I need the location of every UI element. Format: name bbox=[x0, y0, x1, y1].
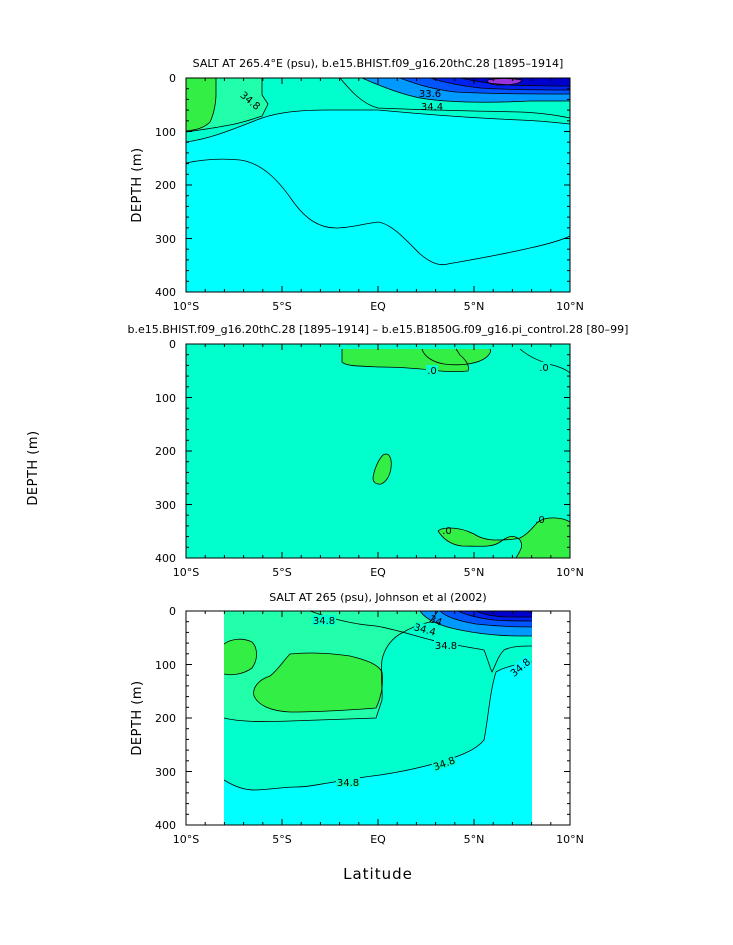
panel-2-ytick-400: 400 bbox=[155, 552, 176, 565]
panel-3-contour-max-2 bbox=[224, 638, 257, 676]
panel-2-ticks bbox=[185, 343, 571, 559]
panel-2-xtick-10S: 10°S bbox=[173, 566, 199, 579]
panel-2-positive-deep bbox=[438, 517, 570, 558]
panel-1-fresh-core bbox=[487, 78, 522, 85]
panel-3-xtick-10S: 10°S bbox=[173, 833, 199, 846]
panel-3-contour-max-1 bbox=[253, 652, 383, 713]
panel-3-contour-label-7: 34.8 bbox=[337, 778, 359, 789]
panel-1-ytick-400: 400 bbox=[155, 286, 176, 299]
panel-1-contour-north-4 bbox=[429, 78, 570, 91]
panel-3-xtick-5N: 5°N bbox=[464, 833, 485, 846]
panel-2-xtick-EQ: EQ bbox=[370, 566, 386, 579]
panel-2-ylabel: DEPTH (m) bbox=[26, 430, 41, 505]
panel-3-ticks bbox=[185, 610, 571, 826]
panel-2-xtick-5N: 5°N bbox=[464, 566, 485, 579]
panel-1-contour-label-344: 34.4 bbox=[421, 102, 443, 113]
panel-3: SALT AT 265 (psu), Johnson et al (2002) bbox=[130, 591, 584, 883]
panel-3-ytick-300: 300 bbox=[155, 766, 176, 779]
panel-3-contour-label-3: 34 bbox=[428, 614, 444, 629]
panel-3-contour-lower bbox=[224, 661, 532, 791]
panel-2-ytick-200: 200 bbox=[155, 445, 176, 458]
panel-3-ytick-100: 100 bbox=[155, 659, 176, 672]
panel-3-contour-thermo-1 bbox=[309, 611, 532, 673]
panel-1-contour-north-5 bbox=[459, 78, 570, 87]
panel-1: SALT AT 265.4°E (psu), b.e15.BHIST.f09_g… bbox=[130, 57, 584, 313]
panel-1-contour-north-3 bbox=[399, 78, 570, 95]
panel-2-title: b.e15.BHIST.f09_g16.20thC.28 [1895–1914]… bbox=[128, 323, 629, 336]
panel-1-contour-south-b bbox=[186, 78, 217, 132]
panel-2-contour-label-a: .0 bbox=[427, 366, 437, 377]
panel-2-contour-6 bbox=[437, 517, 570, 541]
panel-3-salinity-max-1 bbox=[253, 652, 383, 712]
panel-3-contour-thermo-4 bbox=[457, 611, 532, 622]
panel-2-ytick-0: 0 bbox=[169, 338, 176, 351]
panel-1-ytick-200: 200 bbox=[155, 179, 176, 192]
panel-3-salinity-max-2 bbox=[224, 639, 257, 675]
panel-2-contour-2 bbox=[421, 348, 491, 366]
panel-3-contour-label-4: 34.8 bbox=[435, 641, 457, 652]
panel-2-contour-4 bbox=[372, 453, 392, 485]
panel-3-fresh-layer-4 bbox=[476, 611, 532, 617]
panel-2-contour-3 bbox=[519, 348, 570, 374]
panel-1-contour-south-a bbox=[186, 78, 269, 133]
panel-1-xtick-10N: 10°N bbox=[556, 300, 584, 313]
panel-1-contour-label-336: 33.6 bbox=[419, 89, 441, 100]
panel-3-contour-thermo-3 bbox=[439, 611, 532, 628]
panel-2-background-fill bbox=[186, 344, 570, 558]
panel-3-xtick-EQ: EQ bbox=[370, 833, 386, 846]
panel-1-title: SALT AT 265.4°E (psu), b.e15.BHIST.f09_g… bbox=[193, 57, 564, 70]
panel-3-xtick-5S: 5°S bbox=[272, 833, 291, 846]
panel-1-xtick-5N: 5°N bbox=[464, 300, 485, 313]
panel-3-ytick-200: 200 bbox=[155, 712, 176, 725]
panel-1-ytick-100: 100 bbox=[155, 126, 176, 139]
panel-1-ylabel: DEPTH (m) bbox=[130, 147, 145, 222]
panel-1-contour-north-2 bbox=[361, 78, 570, 103]
panel-2-ytick-300: 300 bbox=[155, 499, 176, 512]
panel-1-salinity-max bbox=[186, 78, 216, 131]
panel-3-contour-thermo-5 bbox=[475, 611, 532, 618]
panel-3-ylabel: DEPTH (m) bbox=[130, 680, 145, 755]
panel-2-contour-5 bbox=[437, 530, 523, 558]
panel-2-positive-surface-2 bbox=[422, 349, 491, 365]
panel-1-ytick-0: 0 bbox=[169, 72, 176, 85]
panel-1-contour-surface bbox=[186, 109, 570, 143]
panel-3-xlabel: Latitude bbox=[343, 865, 413, 883]
panel-1-ytick-300: 300 bbox=[155, 233, 176, 246]
panel-1-xtick-EQ: EQ bbox=[370, 300, 386, 313]
panel-3-ytick-400: 400 bbox=[155, 819, 176, 832]
panel-1-contour-deep bbox=[186, 158, 570, 266]
panel-1-xtick-10S: 10°S bbox=[173, 300, 199, 313]
panel-2: b.e15.BHIST.f09_g16.20thC.28 [1895–1914]… bbox=[26, 323, 628, 579]
panel-3-contour-thermo-2 bbox=[419, 611, 532, 637]
panel-1-ticks bbox=[185, 77, 571, 293]
panel-3-title: SALT AT 265 (psu), Johnson et al (2002) bbox=[269, 591, 486, 604]
panel-2-xtick-5S: 5°S bbox=[272, 566, 291, 579]
panel-2-xtick-10N: 10°N bbox=[556, 566, 584, 579]
panel-3-contour-label-1: 34.8 bbox=[313, 616, 335, 627]
panel-1-contour-north-1 bbox=[339, 78, 570, 119]
panel-3-ytick-0: 0 bbox=[169, 605, 176, 618]
panel-2-contour-label-b: .0 bbox=[539, 363, 549, 374]
panel-2-ytick-100: 100 bbox=[155, 392, 176, 405]
panel-1-xtick-5S: 5°S bbox=[272, 300, 291, 313]
panel-2-contour-label-c: .0 bbox=[442, 526, 452, 537]
panel-2-positive-eq bbox=[373, 454, 392, 485]
panel-2-contour-label-d: .0 bbox=[535, 515, 545, 526]
panel-3-xtick-10N: 10°N bbox=[556, 833, 584, 846]
